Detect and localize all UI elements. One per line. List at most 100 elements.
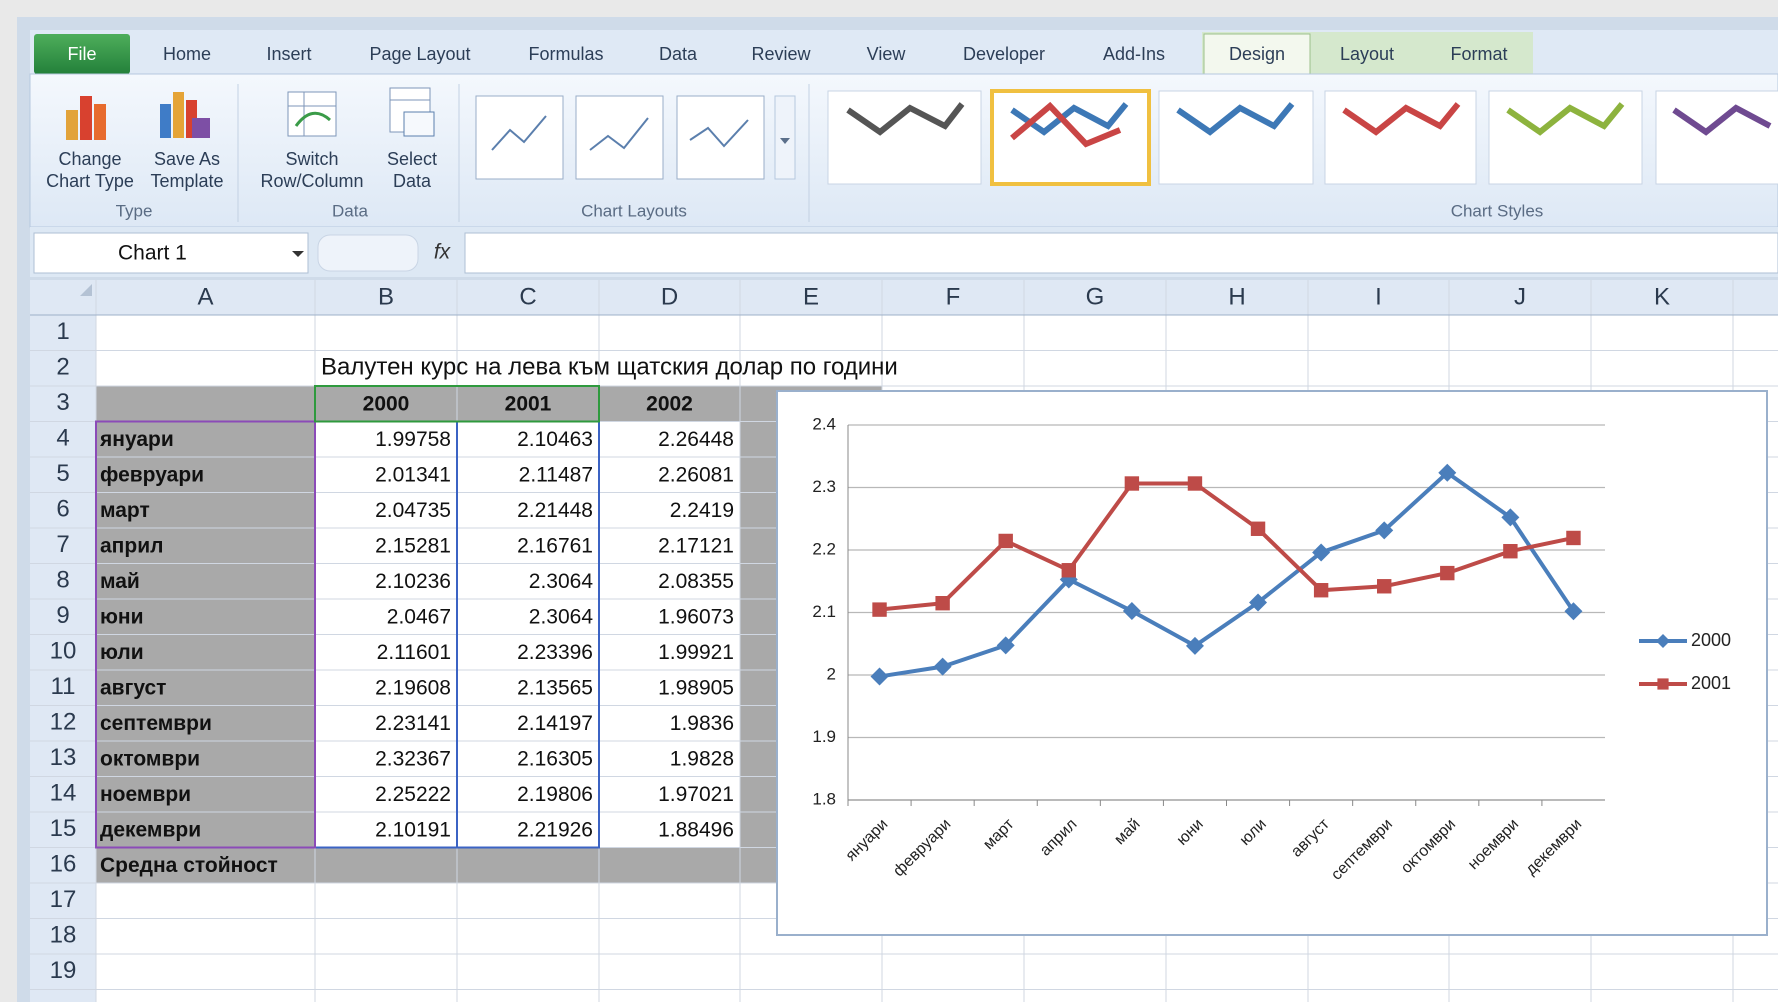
cell-value[interactable]: 2.23141 [375, 712, 451, 735]
cell-value[interactable]: 2.21926 [517, 818, 593, 841]
name-box-text[interactable]: Chart 1 [118, 242, 187, 265]
row-header[interactable]: 8 [56, 567, 69, 594]
ribbon-tab[interactable]: Page Layout [369, 44, 470, 64]
cell-value[interactable]: 2.13565 [517, 676, 593, 699]
ribbon-tab[interactable]: Home [163, 44, 211, 64]
cell-value[interactable]: 2.08355 [658, 570, 734, 593]
ribbon-button-label[interactable]: Template [150, 171, 223, 191]
select-all[interactable] [80, 284, 92, 296]
active-tab-background[interactable] [1203, 33, 1311, 77]
row-header[interactable]: 4 [56, 425, 69, 452]
row-header[interactable]: 10 [50, 638, 77, 665]
cell-value[interactable]: 1.97021 [658, 783, 734, 806]
row-header[interactable]: 2 [56, 354, 69, 381]
column-header[interactable]: J [1514, 283, 1526, 310]
cell-value[interactable]: 1.9828 [670, 747, 734, 770]
column-header[interactable]: I [1375, 283, 1382, 310]
ribbon-button-label[interactable]: Data [393, 171, 432, 191]
cell-value[interactable]: 2.26448 [658, 428, 734, 451]
row-label[interactable]: февруари [100, 463, 204, 486]
summary-label[interactable]: Средна стойност [100, 854, 278, 877]
row-header[interactable]: 17 [50, 886, 77, 913]
column-header[interactable]: D [661, 283, 678, 310]
cell-value[interactable]: 2.04735 [375, 499, 451, 522]
cell-value[interactable]: 2.11487 [519, 463, 593, 486]
column-header[interactable]: C [519, 283, 536, 310]
ribbon-tab[interactable]: Add-Ins [1103, 44, 1165, 64]
column-header[interactable]: F [946, 283, 961, 310]
column-header[interactable]: G [1086, 283, 1105, 310]
cell-value[interactable]: 2.19806 [517, 783, 593, 806]
cell-value[interactable]: 2.10236 [375, 570, 451, 593]
row-label[interactable]: декември [100, 818, 201, 841]
ribbon-button-label[interactable]: Row/Column [260, 171, 363, 191]
ribbon-tab[interactable]: Layout [1340, 44, 1394, 64]
column-title[interactable]: 2001 [505, 392, 552, 415]
row-header[interactable]: 16 [50, 851, 77, 878]
row-header[interactable]: 11 [51, 673, 76, 700]
function-icon[interactable]: fx [434, 241, 452, 264]
row-header[interactable]: 5 [56, 460, 69, 487]
cell-value[interactable]: 2.3064 [529, 570, 594, 593]
row-header[interactable]: 14 [50, 780, 77, 807]
save-as-template-icon[interactable] [160, 92, 210, 138]
column-header[interactable]: A [197, 283, 213, 310]
cell-value[interactable]: 1.98905 [658, 676, 734, 699]
cell-value[interactable]: 1.99921 [658, 641, 734, 664]
column-title[interactable]: 2000 [363, 392, 410, 415]
cell-value[interactable]: 1.9836 [670, 712, 734, 735]
ribbon-tab[interactable]: File [67, 44, 96, 64]
ribbon-button-label[interactable]: Select [387, 149, 437, 169]
cell-value[interactable]: 2.16761 [517, 534, 593, 557]
cell-value[interactable]: 1.88496 [658, 818, 734, 841]
row-header[interactable]: 15 [50, 815, 77, 842]
column-header[interactable]: K [1654, 283, 1670, 310]
cell-value[interactable]: 2.19608 [375, 676, 451, 699]
row-label[interactable]: август [100, 676, 166, 699]
name-box[interactable] [33, 232, 309, 274]
ribbon-button-label[interactable]: Save As [154, 149, 220, 169]
column-header[interactable]: B [378, 283, 394, 310]
ribbon-tab[interactable]: Formulas [528, 44, 603, 64]
ribbon-tab[interactable]: View [867, 44, 907, 64]
cell-value[interactable]: 2.10463 [517, 428, 593, 451]
row-label[interactable]: юни [100, 605, 144, 628]
cell-value[interactable]: 2.26081 [658, 463, 734, 486]
file-tab-background[interactable] [34, 34, 130, 74]
row-label[interactable]: януари [99, 428, 174, 451]
cell-value[interactable]: 1.96073 [658, 605, 734, 628]
row-header[interactable]: 7 [56, 531, 69, 558]
select-data-icon[interactable] [389, 87, 435, 137]
cell-value[interactable]: 2.23396 [517, 641, 593, 664]
cell-value[interactable]: 2.10191 [375, 818, 451, 841]
row-header[interactable]: 19 [50, 957, 77, 984]
row-header[interactable]: 9 [56, 602, 69, 629]
row-label[interactable]: април [100, 534, 163, 557]
ribbon-tab[interactable]: Design [1229, 44, 1285, 64]
cell-value[interactable]: 2.0467 [387, 605, 451, 628]
column-title[interactable]: 2002 [646, 392, 693, 415]
cell-value[interactable]: 2.2419 [670, 499, 734, 522]
ribbon-tab[interactable]: Insert [266, 44, 311, 64]
cell-value[interactable]: 2.17121 [658, 534, 734, 557]
row-header[interactable]: 3 [56, 389, 69, 416]
ribbon-button-label[interactable]: Chart Type [46, 171, 134, 191]
cell-value[interactable]: 2.21448 [517, 499, 593, 522]
column-header[interactable]: H [1228, 283, 1245, 310]
formula-input[interactable] [464, 232, 1778, 274]
row-label[interactable]: септември [100, 712, 212, 735]
cell-value[interactable]: 2.32367 [375, 747, 451, 770]
cell-value[interactable]: 2.11601 [377, 641, 451, 664]
row-header[interactable]: 18 [50, 922, 77, 949]
row-header[interactable]: 12 [50, 709, 77, 736]
chart-style-gallery[interactable] [827, 89, 1778, 186]
cell-value[interactable]: 1.99758 [375, 428, 451, 451]
cell-value[interactable]: 2.01341 [375, 463, 451, 486]
sheet-title[interactable]: Валутен курс на лева към щатския долар п… [321, 354, 898, 381]
row-label[interactable]: ноември [100, 783, 191, 806]
row-label[interactable]: март [100, 499, 150, 522]
cell-value[interactable]: 2.14197 [517, 712, 593, 735]
ribbon-button-label[interactable]: Change [58, 149, 121, 169]
switch-row-column-icon[interactable] [287, 91, 337, 137]
row-label[interactable]: май [100, 570, 140, 593]
